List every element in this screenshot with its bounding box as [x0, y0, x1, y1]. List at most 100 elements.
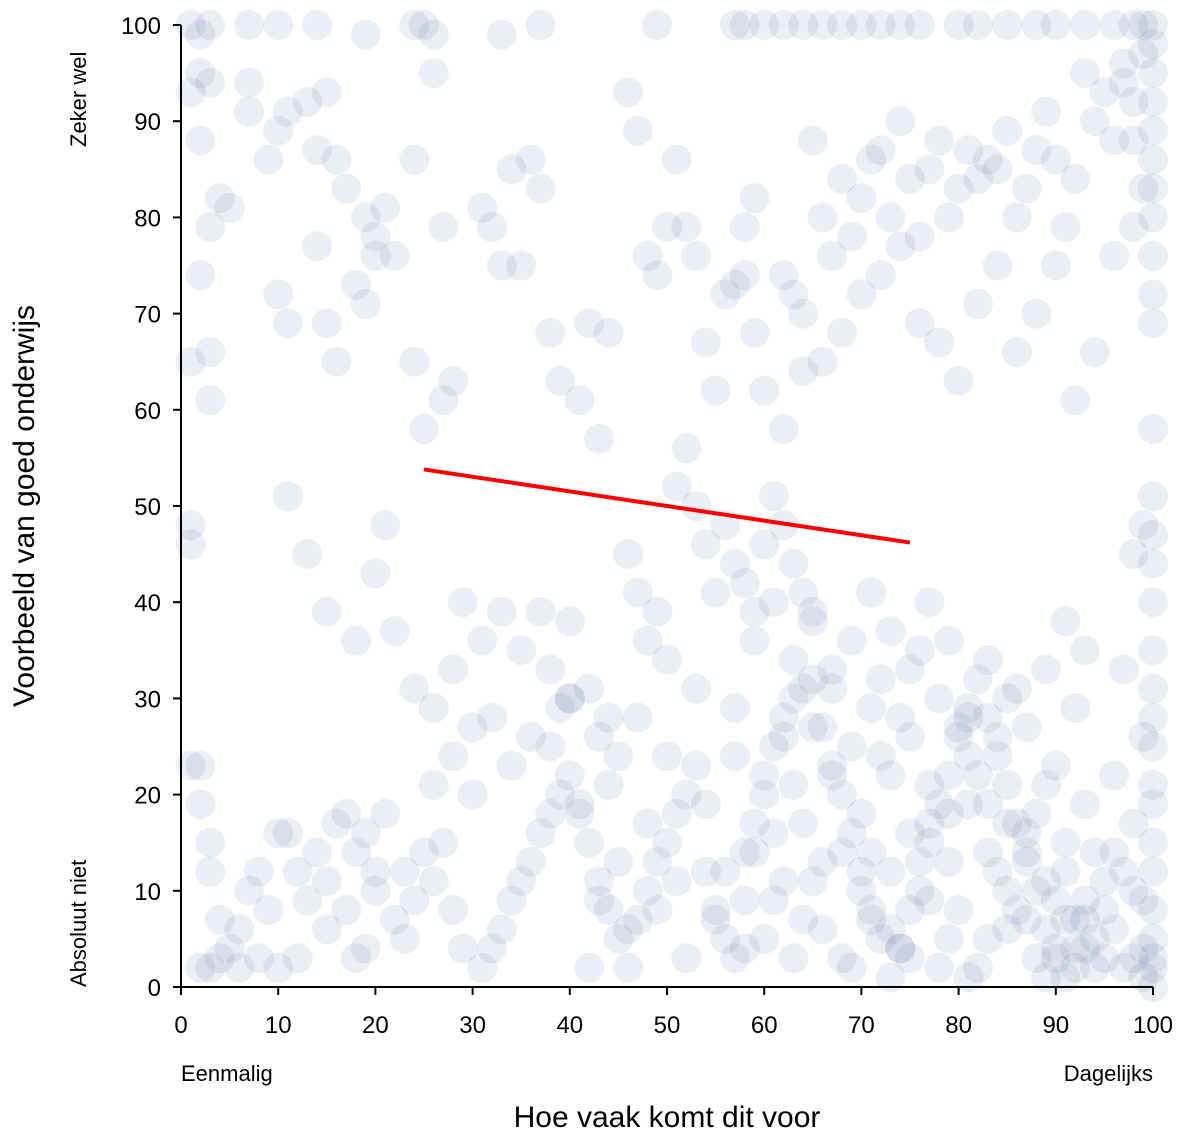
data-point: [749, 923, 780, 954]
data-point: [963, 664, 993, 695]
data-point: [321, 144, 352, 175]
data-point: [700, 895, 731, 925]
data-point: [933, 202, 964, 233]
data-point: [224, 952, 255, 983]
data-point: [836, 221, 867, 252]
data-point: [185, 125, 216, 156]
data-point: [1138, 29, 1168, 60]
y-tick-label: 60: [134, 398, 161, 425]
data-point: [467, 192, 498, 223]
data-point: [739, 596, 770, 627]
data-point: [904, 875, 935, 906]
data-point: [943, 712, 974, 743]
y-axis-title: Voorbeeld van goed onderwijs: [8, 305, 41, 707]
data-point: [1011, 837, 1042, 868]
data-point: [972, 923, 1003, 954]
data-point: [1031, 96, 1062, 127]
data-point: [914, 587, 945, 618]
data-point: [817, 654, 848, 685]
data-point: [778, 943, 809, 974]
data-point: [554, 683, 585, 714]
data-point: [311, 914, 342, 945]
data-point: [933, 846, 964, 877]
data-point: [341, 269, 371, 300]
y-tick-label: 10: [134, 879, 161, 906]
data-point: [875, 914, 906, 945]
x-tick-label: 0: [174, 1012, 187, 1039]
data-point: [214, 933, 245, 964]
y-tick-label: 80: [134, 205, 161, 232]
data-point: [545, 693, 576, 723]
data-point: [311, 596, 342, 627]
data-point: [943, 895, 974, 925]
data-point: [1070, 885, 1100, 916]
data-point: [1050, 856, 1081, 887]
data-point: [895, 654, 925, 685]
data-point: [1118, 212, 1149, 242]
data-point: [486, 914, 517, 945]
data-point: [632, 875, 663, 906]
data-point: [1108, 48, 1139, 79]
data-point: [992, 808, 1023, 839]
data-point: [885, 231, 916, 262]
data-point: [671, 779, 702, 810]
data-point: [389, 856, 420, 887]
data-point: [175, 510, 206, 541]
data-point: [1070, 10, 1100, 40]
x-tick-label: 80: [945, 1012, 972, 1039]
data-point: [710, 923, 741, 954]
data-point: [681, 750, 712, 781]
data-point: [195, 10, 226, 40]
data-point: [272, 818, 303, 849]
data-point: [350, 202, 381, 233]
data-point: [1021, 135, 1052, 166]
data-point: [836, 731, 867, 762]
data-point: [438, 365, 469, 396]
data-point: [788, 298, 819, 329]
data-point: [914, 827, 945, 858]
data-point: [720, 943, 750, 974]
data-point: [1108, 654, 1139, 685]
data-point: [681, 491, 712, 521]
data-point: [1118, 943, 1149, 974]
data-point: [1128, 10, 1159, 40]
data-point: [1128, 962, 1159, 993]
data-point: [807, 914, 838, 945]
data-point: [341, 943, 371, 974]
x-tick-label: 100: [1133, 1012, 1173, 1039]
data-point: [807, 346, 838, 377]
data-point: [1040, 144, 1071, 175]
data-point: [1138, 548, 1168, 579]
data-point: [865, 923, 896, 954]
data-point: [788, 10, 819, 40]
data-point: [817, 750, 848, 781]
data-point: [253, 895, 284, 925]
data-point: [914, 808, 945, 839]
x-tick-label: 70: [848, 1012, 875, 1039]
data-point: [1079, 923, 1110, 954]
data-point: [729, 212, 760, 242]
x-max-label: Dagelijks: [1064, 1061, 1153, 1086]
data-point: [379, 616, 410, 647]
data-point: [933, 923, 964, 954]
data-point: [1001, 808, 1032, 839]
data-point: [399, 10, 430, 40]
data-point: [632, 808, 663, 839]
data-point: [360, 221, 391, 252]
data-point: [778, 279, 809, 310]
data-point: [195, 856, 226, 887]
data-point: [1021, 875, 1052, 906]
data-point: [1128, 173, 1159, 204]
data-point: [895, 163, 925, 194]
data-point: [846, 875, 877, 906]
data-point: [554, 760, 585, 791]
data-point: [214, 192, 245, 223]
points-layer: [175, 10, 1168, 1002]
data-point: [1118, 808, 1149, 839]
data-point: [788, 356, 819, 387]
data-point: [1001, 673, 1032, 704]
data-point: [885, 702, 916, 733]
data-point: [418, 19, 449, 50]
data-point: [525, 173, 556, 204]
data-point: [360, 875, 391, 906]
